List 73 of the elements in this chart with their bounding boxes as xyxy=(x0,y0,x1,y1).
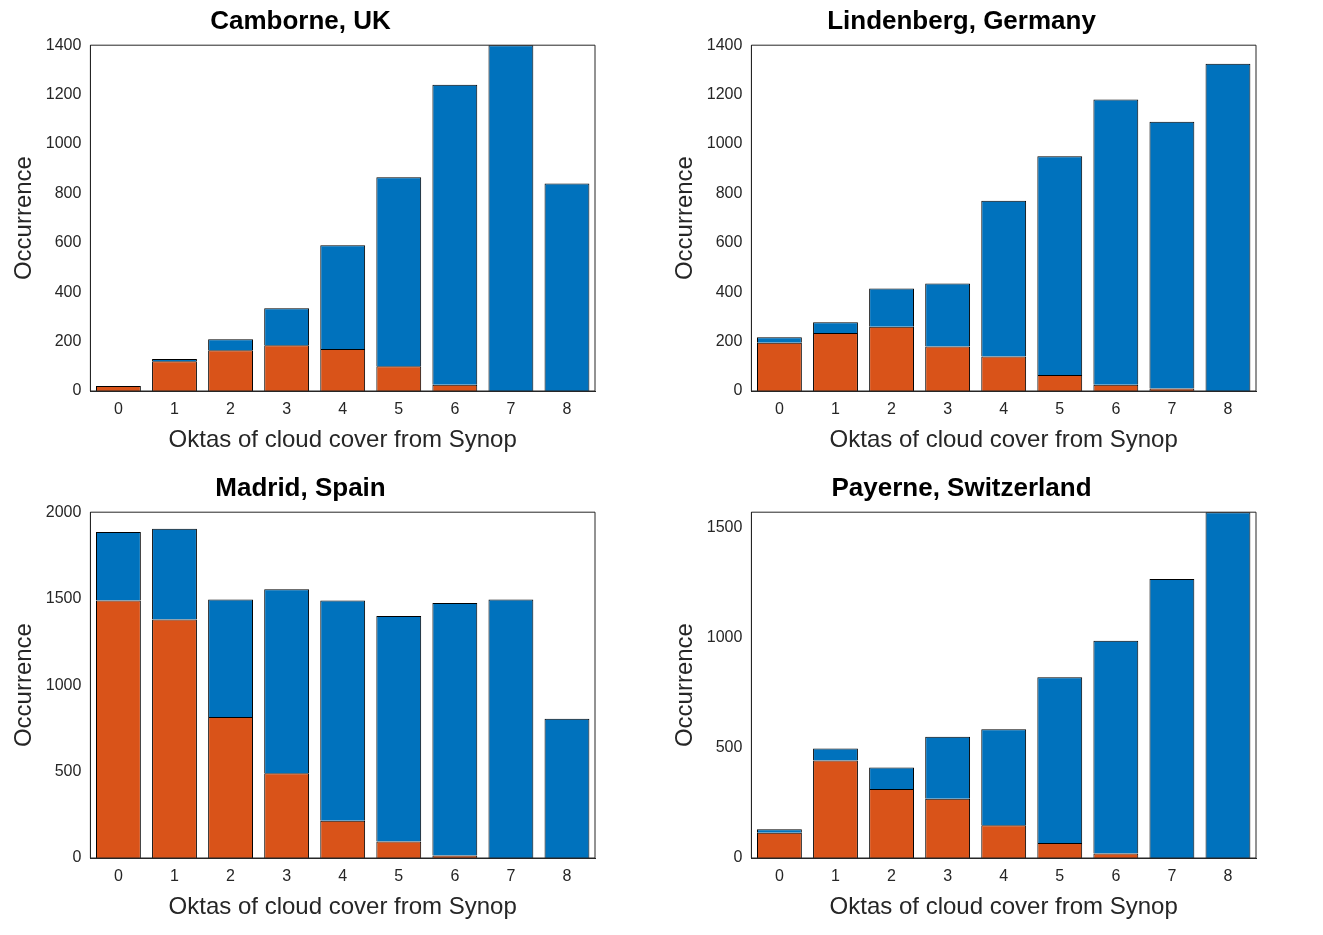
x-tick-label: 3 xyxy=(282,867,292,885)
x-tick-label: 0 xyxy=(113,400,123,418)
x-tick-label: 8 xyxy=(562,400,572,418)
x-axis-title: Oktas of cloud cover from Synop xyxy=(829,892,1178,920)
x-tick-label: 6 xyxy=(450,400,460,418)
y-tick-label: 1000 xyxy=(706,628,743,646)
x-tick-label: 4 xyxy=(999,867,1009,885)
y-tick-label: 500 xyxy=(54,761,82,779)
x-tick-label: 1 xyxy=(170,400,180,418)
x-axis-title: Oktas of cloud cover from Synop xyxy=(168,425,517,453)
x-tick-label: 8 xyxy=(1223,867,1233,885)
y-tick-label: 0 xyxy=(72,848,82,866)
x-tick-label: 5 xyxy=(1055,400,1065,418)
x-tick-label: 1 xyxy=(831,867,841,885)
y-tick-label: 0 xyxy=(72,381,82,399)
x-tick-label: 6 xyxy=(1111,867,1121,885)
y-tick-label: 600 xyxy=(715,233,743,251)
x-tick-label: 8 xyxy=(1223,400,1233,418)
x-tick-label: 2 xyxy=(887,867,897,885)
x-axis-title: Oktas of cloud cover from Synop xyxy=(829,425,1178,453)
x-tick-label: 2 xyxy=(226,867,236,885)
y-tick-label: 1500 xyxy=(706,518,743,536)
x-tick-label: 3 xyxy=(943,867,953,885)
y-tick-label: 200 xyxy=(715,332,743,350)
y-axis-title: Occurrence xyxy=(9,156,37,281)
y-tick-label: 1000 xyxy=(706,134,743,152)
y-tick-label: 400 xyxy=(54,282,82,300)
x-tick-label: 7 xyxy=(1167,867,1177,885)
x-tick-label: 3 xyxy=(943,400,953,418)
x-tick-label: 6 xyxy=(1111,400,1121,418)
y-tick-label: 0 xyxy=(733,848,743,866)
y-tick-label: 800 xyxy=(54,183,82,201)
x-tick-label: 5 xyxy=(394,400,404,418)
x-tick-label: 3 xyxy=(282,400,292,418)
chart-title: Madrid, Spain xyxy=(215,471,386,502)
x-tick-label: 6 xyxy=(450,867,460,885)
y-tick-label: 200 xyxy=(54,332,82,350)
chart-title: Payerne, Switzerland xyxy=(831,471,1092,502)
x-tick-label: 8 xyxy=(562,867,572,885)
y-tick-label: 1000 xyxy=(45,134,82,152)
y-axis-title: Occurrence xyxy=(670,623,698,748)
x-axis-title: Oktas of cloud cover from Synop xyxy=(168,892,517,920)
x-tick-label: 2 xyxy=(226,400,236,418)
y-axis-title: Occurrence xyxy=(9,623,37,748)
x-tick-label: 0 xyxy=(113,867,123,885)
chart-title: Lindenberg, Germany xyxy=(827,4,1097,35)
y-tick-label: 400 xyxy=(715,282,743,300)
x-tick-label: 0 xyxy=(774,867,784,885)
y-tick-label: 1200 xyxy=(45,85,82,103)
y-axis-title: Occurrence xyxy=(670,156,698,281)
x-tick-label: 7 xyxy=(506,400,516,418)
y-tick-label: 1400 xyxy=(706,35,743,53)
x-tick-label: 5 xyxy=(1055,867,1065,885)
x-tick-label: 1 xyxy=(831,400,841,418)
y-tick-label: 1000 xyxy=(45,675,82,693)
y-tick-label: 1500 xyxy=(45,589,82,607)
x-tick-label: 4 xyxy=(338,400,348,418)
x-tick-label: 1 xyxy=(170,867,180,885)
y-tick-label: 500 xyxy=(715,738,743,756)
y-tick-label: 2000 xyxy=(45,502,82,520)
x-tick-label: 5 xyxy=(394,867,404,885)
x-tick-label: 7 xyxy=(506,867,516,885)
x-tick-label: 4 xyxy=(999,400,1009,418)
x-tick-label: 4 xyxy=(338,867,348,885)
y-tick-label: 1400 xyxy=(45,35,82,53)
y-tick-label: 0 xyxy=(733,381,743,399)
chart-title: Camborne, UK xyxy=(210,4,392,35)
x-tick-label: 0 xyxy=(774,400,784,418)
y-tick-label: 800 xyxy=(715,183,743,201)
y-tick-label: 1200 xyxy=(706,85,743,103)
x-tick-label: 7 xyxy=(1167,400,1177,418)
y-tick-label: 600 xyxy=(54,233,82,251)
x-tick-label: 2 xyxy=(887,400,897,418)
